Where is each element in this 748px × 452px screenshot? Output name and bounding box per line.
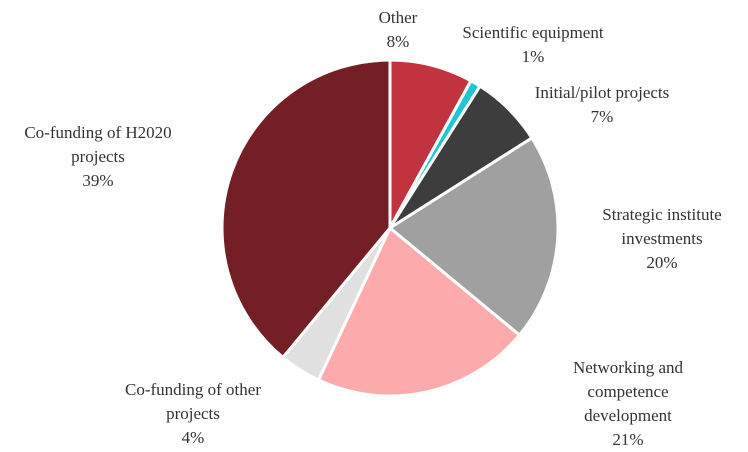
value-label: 4% [181, 428, 205, 447]
category-name: Other [378, 8, 418, 27]
value-label: 8% [386, 32, 410, 51]
category-name: Initial/pilot projects [534, 83, 670, 102]
value-label: 20% [646, 253, 678, 272]
value-label: 1% [521, 47, 545, 66]
value-label: 7% [590, 107, 614, 126]
slice-label: Initial/pilot projects 7% [492, 81, 712, 129]
slice-label: Strategic institute investments 20% [580, 203, 745, 275]
value-label: 21% [612, 430, 644, 449]
pie-slice [388, 136, 560, 337]
category-name: Strategic institute investments [602, 205, 722, 248]
slice-label: Co-funding of other projects 4% [106, 378, 281, 450]
category-name: Co-funding of other projects [125, 380, 261, 423]
value-label: 39% [82, 171, 114, 190]
slice-label: Other 8% [338, 6, 458, 54]
pie-slice [220, 58, 392, 359]
slice-label: Networking and competence development 21% [561, 356, 696, 452]
category-name: Co-funding of H2020 projects [24, 123, 172, 166]
category-name: Scientific equipment [462, 23, 604, 42]
pie-slice [316, 226, 521, 398]
slice-label: Scientific equipment 1% [423, 21, 643, 69]
slice-label: Co-funding of H2020 projects 39% [8, 121, 188, 193]
category-name: Networking and competence development [572, 358, 683, 425]
